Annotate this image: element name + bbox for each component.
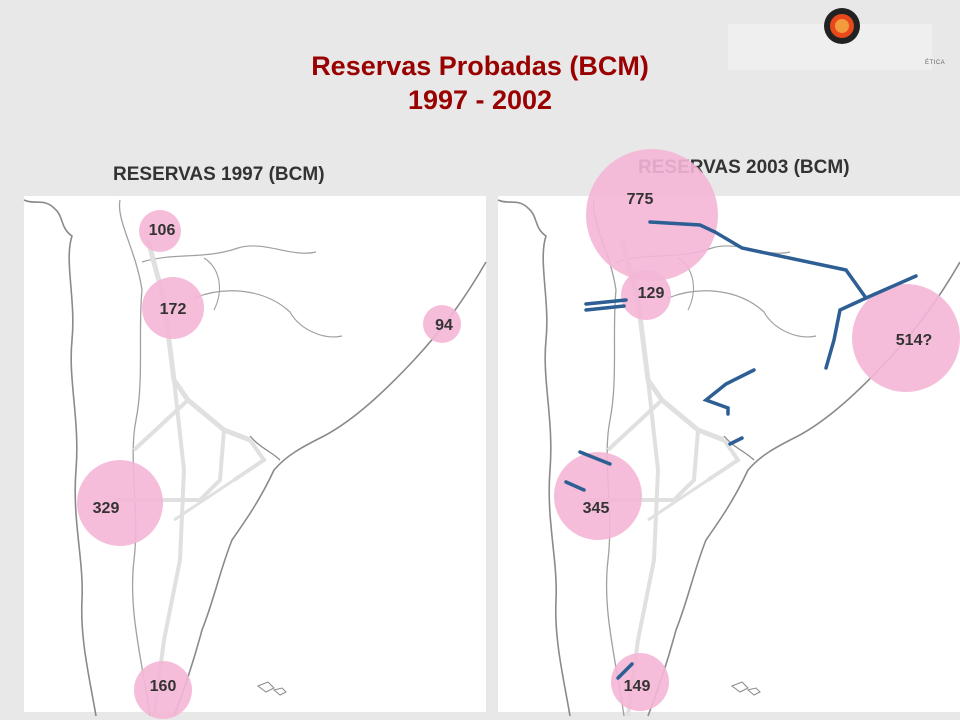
value-2003-345: 345	[582, 500, 610, 517]
map-1997	[24, 196, 486, 712]
left-map-label: RESERVAS 1997 (BCM)	[113, 164, 325, 185]
value-2003-775: 775	[626, 191, 654, 208]
value-2003-514: 514?	[895, 332, 933, 349]
value-1997-94: 94	[435, 317, 453, 334]
page-subtitle: 1997 - 2002	[407, 85, 553, 115]
value-1997-329: 329	[92, 500, 120, 517]
bubble-2003-129	[621, 270, 671, 320]
map-2003	[498, 196, 960, 712]
bubble-1997-172	[142, 277, 204, 339]
bubble-2003-345	[554, 452, 642, 540]
map-2003-geography	[498, 200, 960, 716]
bubble-1997-160	[134, 661, 192, 719]
bubble-1997-329	[77, 460, 163, 546]
value-1997-160: 160	[149, 678, 177, 695]
logo-text: ÉTICA	[925, 60, 946, 66]
bubble-1997-94	[423, 305, 461, 343]
value-1997-172: 172	[159, 301, 187, 318]
value-2003-129: 129	[637, 285, 665, 302]
company-logo-icon	[824, 8, 860, 44]
bubble-2003-149	[611, 653, 669, 711]
pipelines-2003	[564, 220, 918, 680]
map-1997-geography	[24, 200, 486, 716]
value-1997-106: 106	[148, 222, 176, 239]
bubble-1997-106	[139, 210, 181, 252]
bubble-2003-514	[852, 284, 960, 392]
page-title: Reservas Probadas (BCM)	[311, 51, 649, 81]
bubble-2003-775	[586, 149, 718, 281]
value-2003-149: 149	[623, 678, 651, 695]
